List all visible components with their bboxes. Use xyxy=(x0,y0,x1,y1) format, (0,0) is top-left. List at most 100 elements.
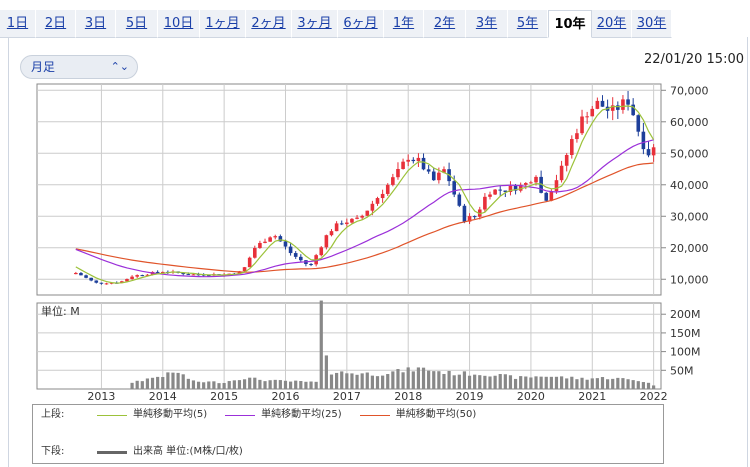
candle-body xyxy=(263,241,267,243)
tab-14[interactable]: 20年 xyxy=(592,10,632,38)
volume-bar xyxy=(493,375,497,389)
volume-bar xyxy=(401,372,405,389)
candle-body xyxy=(299,256,303,261)
volume-bar xyxy=(278,380,282,389)
volume-bar xyxy=(641,382,645,389)
candle-body xyxy=(534,176,538,183)
volume-tick-label: 50M xyxy=(670,364,694,377)
volume-bar xyxy=(611,378,615,389)
volume-bar xyxy=(84,388,88,390)
tab-15[interactable]: 30年 xyxy=(632,10,672,38)
candle-body xyxy=(104,283,109,285)
volume-bar xyxy=(559,376,564,389)
legend-ma5-label: 単純移動平均(5) xyxy=(133,409,208,420)
candle-body xyxy=(631,104,635,116)
volume-bar xyxy=(166,372,170,389)
candle-body xyxy=(350,218,354,223)
candle-body xyxy=(145,274,150,276)
candle-body xyxy=(247,257,252,268)
candle-body xyxy=(580,116,584,134)
tab-2[interactable]: 3日 xyxy=(76,10,116,38)
tab-10[interactable]: 2年 xyxy=(424,10,466,38)
volume-bar xyxy=(498,374,502,389)
candle-body xyxy=(437,172,441,181)
candle-body xyxy=(365,210,370,216)
tab-8[interactable]: 6ヶ月 xyxy=(338,10,384,38)
candle-body xyxy=(585,116,589,118)
volume-bar xyxy=(416,367,421,389)
volume-bar xyxy=(171,372,175,389)
volume-bar xyxy=(355,374,359,389)
candle-body xyxy=(84,275,88,278)
volume-bar xyxy=(130,382,134,389)
volume-bar xyxy=(74,388,78,390)
volume-bar xyxy=(288,381,293,389)
volume-bar xyxy=(585,379,589,389)
volume-bar xyxy=(242,379,247,389)
tab-9[interactable]: 1年 xyxy=(384,10,424,38)
volume-bar xyxy=(565,378,569,389)
volume-tick-label: 150M xyxy=(670,327,701,340)
tab-12[interactable]: 5年 xyxy=(508,10,548,38)
volume-bar xyxy=(324,355,328,389)
candle-body xyxy=(360,215,364,218)
legend-ma25-label: 単純移動平均(25) xyxy=(261,409,342,420)
x-tick-label: 2022 xyxy=(640,390,668,400)
volume-bar xyxy=(176,372,180,389)
candle-body xyxy=(554,180,559,192)
volume-bar xyxy=(508,375,513,389)
candle-body xyxy=(539,176,543,193)
candle-body xyxy=(186,274,191,276)
candle-body xyxy=(508,185,513,193)
tab-4[interactable]: 10日 xyxy=(158,10,200,38)
volume-bar xyxy=(156,376,160,389)
volume-bar xyxy=(646,382,651,389)
legend-volume: 出来高 単位:(M株/口/枚) xyxy=(97,445,243,459)
tab-11[interactable]: 3年 xyxy=(466,10,508,38)
volume-plot-frame xyxy=(36,302,662,390)
stock-chart: 2013 2014 2015 2016 2017 2018 2019 2020 2021 2022… xyxy=(36,83,709,400)
volume-bar xyxy=(350,373,354,389)
tab-6[interactable]: 2ヶ月 xyxy=(246,10,292,38)
volume-bar xyxy=(529,377,533,389)
candle-body xyxy=(457,194,462,206)
volume-unit-label: 単位: M xyxy=(41,304,80,318)
volume-bar xyxy=(381,375,385,389)
interval-select[interactable]: 月足 ⌃⌄ xyxy=(20,55,138,79)
volume-bar xyxy=(309,381,313,389)
candle-body xyxy=(385,184,390,194)
volume-bar xyxy=(253,377,257,389)
volume-bar xyxy=(432,371,436,389)
volume-bar xyxy=(549,376,553,389)
volume-bar xyxy=(513,378,518,389)
chart-panel xyxy=(8,37,748,467)
candle-body xyxy=(498,189,503,191)
candle-body xyxy=(442,169,446,173)
candle-body xyxy=(401,161,405,169)
y-tick-label: 70,000 xyxy=(670,84,709,97)
tab-3[interactable]: 5日 xyxy=(116,10,158,38)
candle-body xyxy=(74,272,78,275)
tab-13[interactable]: 10年 xyxy=(548,10,592,38)
candle-body xyxy=(651,147,656,156)
volume-bar xyxy=(104,388,109,390)
interval-select-value: 月足 xyxy=(31,60,56,74)
volume-bar xyxy=(89,388,93,390)
volume-bar xyxy=(294,380,298,389)
volume-bar xyxy=(304,381,308,389)
volume-bar xyxy=(636,381,640,389)
timestamp: 22/01/20 15:00 xyxy=(644,52,744,67)
x-tick-label: 2013 xyxy=(87,390,115,400)
tab-5[interactable]: 1ヶ月 xyxy=(200,10,246,38)
tab-0[interactable]: 1日 xyxy=(0,10,36,38)
candle-body xyxy=(636,115,641,132)
candle-body xyxy=(391,177,395,185)
candle-body xyxy=(273,236,278,238)
candle-body xyxy=(135,275,139,277)
tab-1[interactable]: 2日 xyxy=(36,10,76,38)
volume-bar xyxy=(457,374,461,389)
tab-7[interactable]: 3ヶ月 xyxy=(292,10,338,38)
candle-body xyxy=(355,217,359,219)
candle-body xyxy=(503,190,508,193)
volume-bar xyxy=(447,370,451,389)
